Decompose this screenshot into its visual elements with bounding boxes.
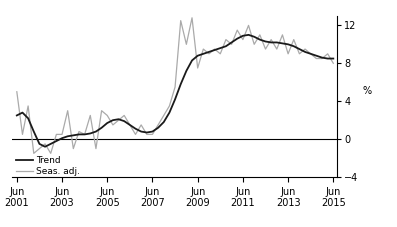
Trend: [26, 117, 31, 120]
Seas. adj.: [14, 90, 19, 93]
Seas. adj.: [241, 38, 245, 41]
Trend: [43, 145, 48, 148]
Seas. adj.: [190, 16, 195, 19]
Seas. adj.: [31, 152, 36, 155]
Seas. adj.: [246, 24, 251, 27]
Seas. adj.: [156, 123, 160, 126]
Legend: Trend, Seas. adj.: Trend, Seas. adj.: [13, 153, 84, 179]
Trend: [235, 37, 240, 40]
Y-axis label: %: %: [362, 86, 372, 96]
Seas. adj.: [37, 147, 42, 150]
Trend: [156, 126, 160, 129]
Trend: [105, 122, 110, 124]
Trend: [241, 35, 245, 37]
Trend: [14, 114, 19, 117]
Trend: [246, 34, 251, 36]
Trend: [31, 130, 36, 133]
Seas. adj.: [26, 105, 31, 107]
Trend: [331, 57, 336, 60]
Line: Seas. adj.: Seas. adj.: [17, 18, 333, 153]
Line: Trend: Trend: [17, 35, 333, 147]
Seas. adj.: [331, 62, 336, 65]
Seas. adj.: [105, 114, 110, 117]
